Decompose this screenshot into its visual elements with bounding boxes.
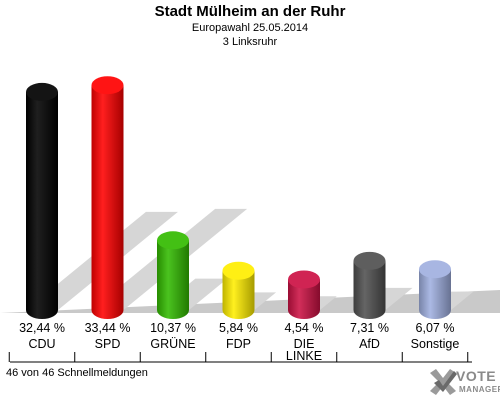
bar-afd	[353, 260, 386, 320]
bar-top	[26, 82, 58, 101]
value-label: 32,44 %	[19, 321, 65, 335]
value-label: 7,31 %	[350, 321, 389, 335]
bar-fdp	[222, 270, 255, 320]
value-label: 5,84 %	[219, 321, 258, 335]
chart-subtitle: Europawahl 25.05.2014	[191, 22, 309, 34]
logo-text-manager: MANAGER	[459, 385, 500, 394]
value-label: 6,07 %	[416, 321, 455, 335]
category-label: AfD	[359, 337, 380, 351]
bar-top	[157, 231, 189, 250]
bar-top	[288, 270, 320, 289]
bar-sonstige	[419, 269, 451, 319]
district-label: 3 Linksruhr	[222, 36, 278, 48]
category-label: GRÜNE	[150, 337, 195, 351]
checkmark-cross-icon	[430, 369, 457, 395]
value-label: 4,54 %	[285, 321, 324, 335]
bar-top	[419, 260, 451, 279]
logo-text-vote: VOTE	[456, 368, 497, 384]
category-label: FDP	[226, 337, 251, 351]
category-label: DIE	[294, 337, 315, 351]
report-status: 46 von 46 Schnellmeldungen	[6, 367, 148, 379]
value-label: 10,37 %	[150, 321, 196, 335]
category-label: LINKE	[286, 349, 322, 363]
bar-grüne	[157, 240, 189, 319]
category-label: CDU	[28, 337, 55, 351]
bar-die-linke	[288, 279, 320, 319]
bar-spd	[91, 85, 124, 320]
bar-top	[353, 251, 386, 270]
chart-title: Stadt Mülheim an der Ruhr	[154, 3, 346, 20]
bar-top	[222, 261, 255, 280]
value-label: 33,44 %	[85, 321, 131, 335]
chart-header: Stadt Mülheim an der Ruhr Europawahl 25.…	[0, 2, 500, 49]
bar-top	[91, 76, 124, 95]
category-label: Sonstige	[411, 337, 460, 351]
category-label: SPD	[95, 337, 121, 351]
bar-cdu	[26, 91, 58, 319]
votemanager-logo: VOTE MANAGER	[424, 365, 500, 399]
